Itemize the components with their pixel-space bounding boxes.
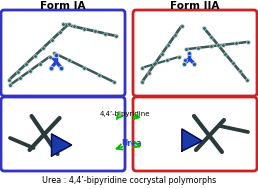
FancyBboxPatch shape	[133, 97, 257, 171]
Text: Urea : 4,4’-bipyridine cocrystal polymorphs: Urea : 4,4’-bipyridine cocrystal polymor…	[42, 176, 216, 185]
Polygon shape	[182, 129, 202, 151]
Text: Form IIA: Form IIA	[170, 1, 220, 11]
Text: Urea: Urea	[121, 139, 141, 149]
FancyBboxPatch shape	[133, 10, 257, 96]
FancyBboxPatch shape	[1, 97, 125, 171]
FancyBboxPatch shape	[1, 10, 125, 96]
Text: 4,4’-bipyridine: 4,4’-bipyridine	[100, 111, 150, 117]
Polygon shape	[52, 134, 71, 156]
Text: Form IA: Form IA	[40, 1, 86, 11]
